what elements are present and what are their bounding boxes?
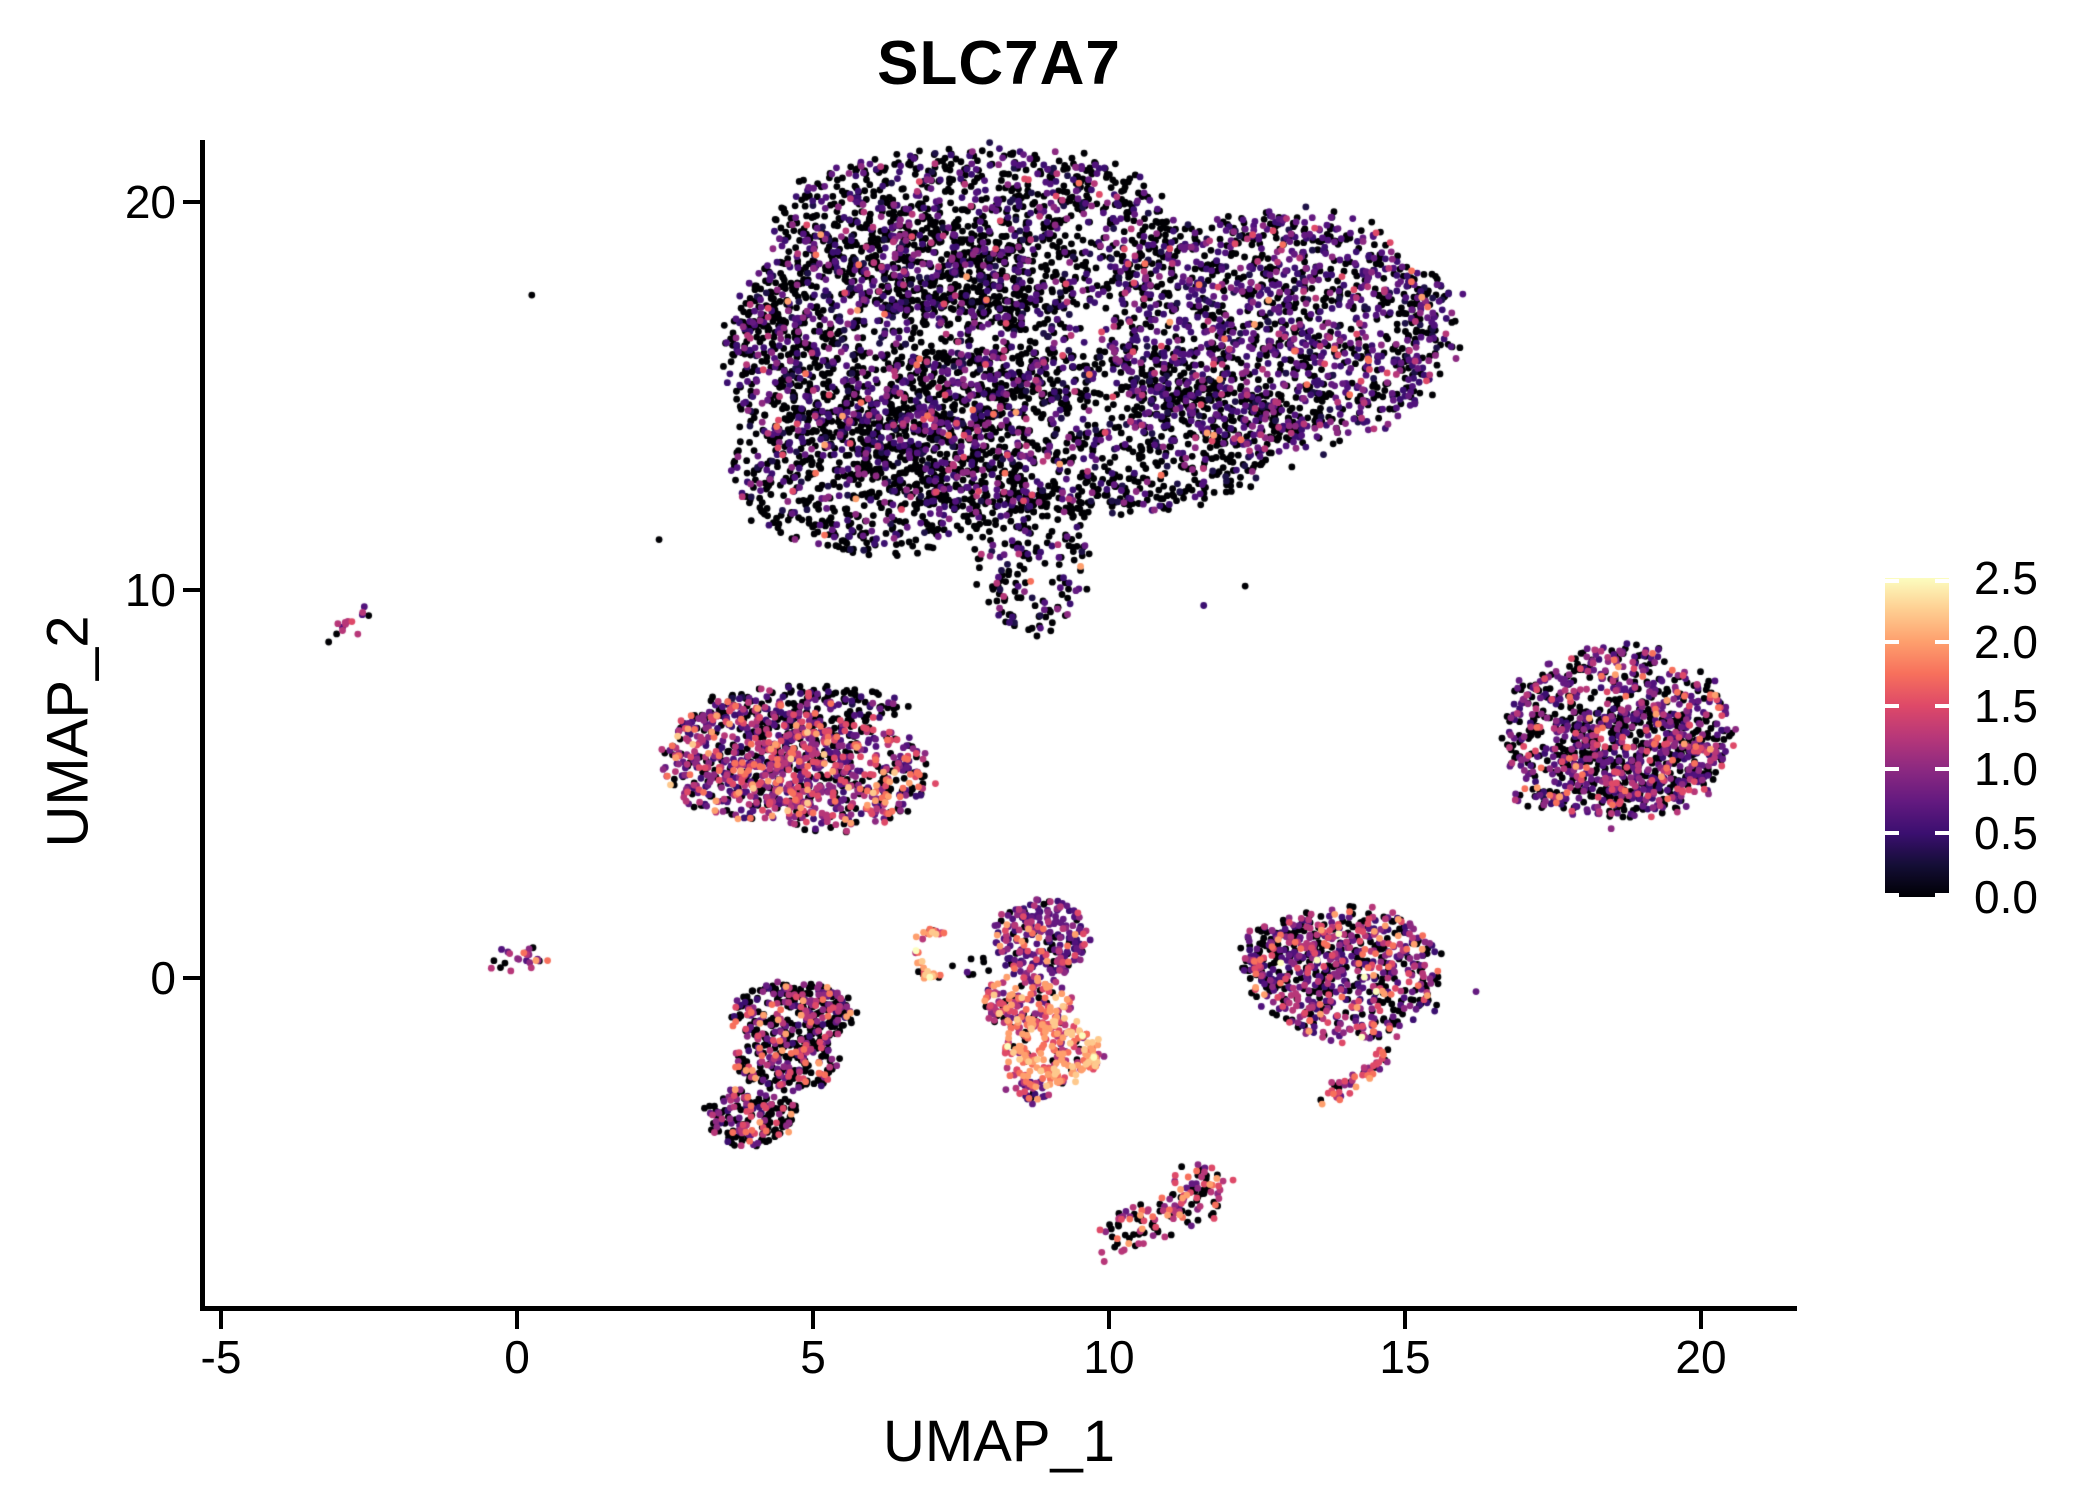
x-axis-title: UMAP_1	[882, 1409, 1116, 1474]
x-tick-label: 0	[504, 1331, 530, 1383]
x-tick-label: 5	[800, 1331, 826, 1383]
y-tick-mark	[183, 976, 201, 980]
y-tick-label: 0	[150, 952, 176, 1004]
legend-notch	[1885, 831, 1899, 836]
legend-notch	[1935, 831, 1949, 836]
x-tick-label: 15	[1379, 1331, 1431, 1383]
legend-notch	[1935, 639, 1949, 644]
x-tick-label: 20	[1675, 1331, 1727, 1383]
legend-notch	[1885, 579, 1899, 583]
x-axis-line	[200, 1306, 1797, 1311]
legend-tick-label: 1.0	[1974, 743, 2038, 796]
legend-gradient-bar	[1885, 578, 1949, 897]
y-tick-label: 10	[124, 564, 176, 616]
y-tick-mark	[183, 200, 201, 204]
legend-notch	[1935, 767, 1949, 772]
legend-tick-label: 0.5	[1974, 807, 2038, 860]
legend-notch	[1885, 893, 1899, 897]
y-tick-label: 20	[124, 176, 176, 228]
x-tick-mark	[515, 1311, 519, 1329]
legend-notch	[1885, 703, 1899, 708]
x-tick-mark	[811, 1311, 815, 1329]
legend-notch	[1935, 703, 1949, 708]
x-tick-mark	[219, 1311, 223, 1329]
x-tick-mark	[1699, 1311, 1703, 1329]
legend-notch	[1885, 639, 1899, 644]
legend-tick-label: 2.5	[1974, 552, 2038, 604]
legend-tick-label: 2.0	[1974, 615, 2038, 668]
y-axis-title: UMAP_2	[35, 615, 101, 848]
legend-tick-label: 0.0	[1974, 871, 2038, 923]
x-tick-mark	[1107, 1311, 1111, 1329]
x-tick-label: -5	[200, 1331, 242, 1383]
plot-title: SLC7A7	[877, 29, 1121, 98]
legend-notch	[1935, 893, 1949, 897]
legend-tick-label: 1.5	[1974, 679, 2038, 732]
y-tick-mark	[183, 588, 201, 592]
y-axis-line	[200, 140, 205, 1310]
legend-notch	[1935, 579, 1949, 583]
legend-notch	[1885, 767, 1899, 772]
x-tick-label: 10	[1083, 1331, 1135, 1383]
x-tick-mark	[1403, 1311, 1407, 1329]
